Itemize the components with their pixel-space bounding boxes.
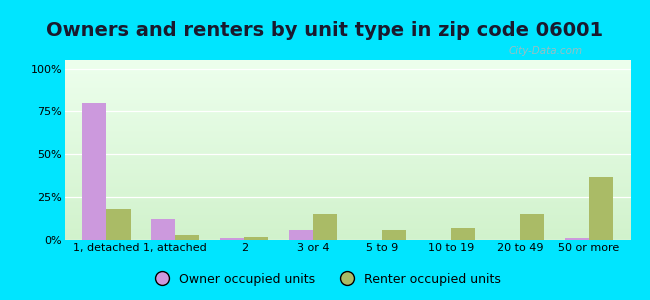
Bar (244, 237, 268, 240)
Legend: Owner occupied units, Renter occupied units: Owner occupied units, Renter occupied un… (144, 268, 506, 291)
Bar (589, 177, 613, 240)
Text: Owners and renters by unit type in zip code 06001: Owners and renters by unit type in zip c… (46, 21, 604, 40)
Bar (220, 238, 244, 240)
Bar (107, 209, 131, 240)
Bar (176, 235, 200, 240)
Text: City-Data.com: City-Data.com (509, 46, 583, 56)
Bar (451, 228, 475, 240)
Bar (313, 214, 337, 240)
Bar (382, 230, 406, 240)
Bar (83, 103, 107, 240)
Bar (520, 214, 544, 240)
Bar (151, 219, 176, 240)
Bar (289, 230, 313, 240)
Bar (565, 238, 589, 240)
